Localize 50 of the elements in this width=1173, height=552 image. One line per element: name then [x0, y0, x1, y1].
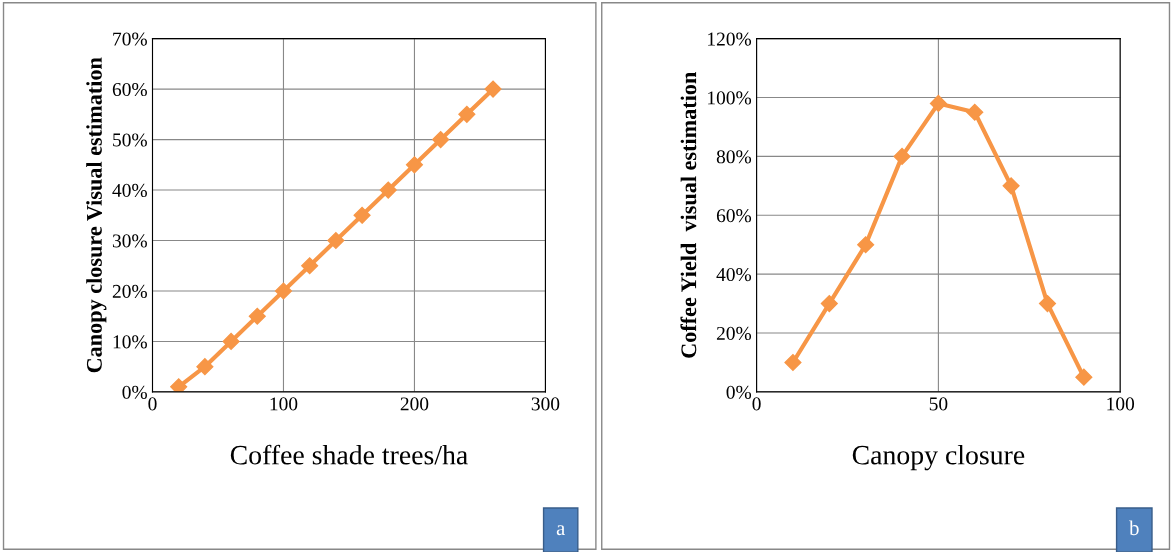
- y-tick-label: 60%: [112, 82, 147, 97]
- y-tick-label: 40%: [112, 183, 147, 198]
- y-tick-label: 70%: [113, 32, 147, 46]
- point: [432, 131, 450, 149]
- x-tick-label: 300: [531, 397, 560, 411]
- point: [301, 257, 319, 275]
- y-tick-label: 0%: [122, 385, 147, 399]
- point: [784, 353, 802, 372]
- x-tick-label: 100: [1107, 397, 1135, 411]
- y-tick-label: 60%: [716, 209, 752, 223]
- x-tick-label: 200: [400, 397, 429, 411]
- point: [1002, 177, 1020, 195]
- x-tick-label: 100: [270, 397, 298, 411]
- x-tick-label: 0: [752, 397, 761, 411]
- x-tick-label: 50: [929, 397, 948, 411]
- point: [820, 295, 838, 313]
- point: [222, 332, 240, 351]
- point: [379, 181, 397, 199]
- y-tick-label: 120%: [708, 32, 752, 46]
- x-axis-title: Coffee shade trees/ha: [230, 444, 468, 465]
- text: b: [1129, 520, 1139, 536]
- point: [274, 282, 293, 300]
- x-tick-label: 0: [148, 397, 157, 411]
- point: [857, 236, 875, 254]
- y-axis-title: Canopy closure Visual estimation: [86, 57, 107, 373]
- y-tick-label: 30%: [112, 234, 147, 248]
- y-axis-title: Coffee Yield visual estimation: [680, 72, 697, 358]
- point: [484, 80, 502, 98]
- y-tick-label: 0%: [726, 385, 752, 399]
- y-tick-label: 50%: [113, 133, 147, 147]
- point: [1075, 368, 1093, 386]
- y-tick-label: 100%: [708, 91, 752, 105]
- y-tick-label: 80%: [716, 150, 752, 164]
- point: [170, 378, 188, 392]
- point: [327, 231, 345, 250]
- point: [893, 147, 911, 165]
- point: [966, 103, 984, 121]
- text: a: [556, 525, 566, 536]
- x-axis-title: Canopy closure: [852, 444, 1025, 471]
- y-tick-label: 20%: [716, 326, 752, 341]
- point: [458, 105, 476, 123]
- point: [405, 156, 424, 174]
- y-tick-label: 40%: [716, 267, 752, 282]
- point: [248, 307, 266, 325]
- y-tick-label: 10%: [113, 335, 147, 349]
- point: [196, 358, 214, 376]
- point: [1038, 295, 1057, 313]
- y-tick-label: 20%: [112, 284, 147, 298]
- point: [929, 94, 947, 112]
- point: [353, 206, 371, 224]
